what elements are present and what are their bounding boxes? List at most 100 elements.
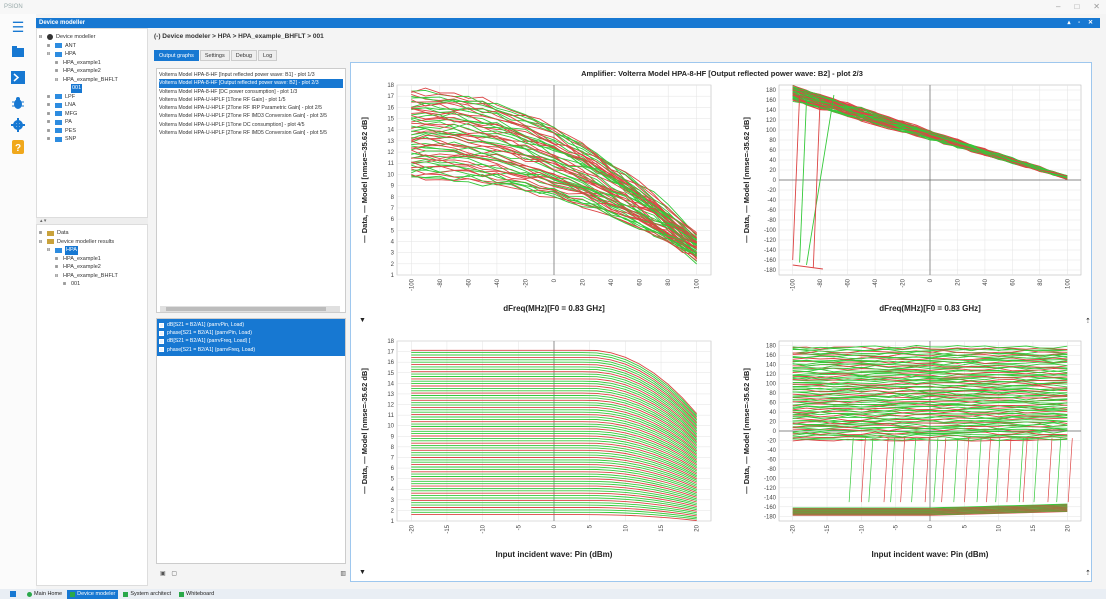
expander-icon[interactable]: ⊞ [47,136,51,142]
expander-icon[interactable]: ⊞ [47,110,51,117]
chart-0-xtick-label: 20 [581,278,587,285]
chart-0-xtick-label: 40 [609,278,615,285]
collapse-down-icon[interactable]: ▼ [359,317,366,324]
copy-icon[interactable]: ▢ [171,571,178,577]
tree-node[interactable]: ⊞ ANT [39,42,145,51]
chart-1-xtick-label: 0 [928,278,934,282]
close-icon[interactable]: ✕ [1093,2,1100,11]
panel-splitter[interactable]: ▴ ▾ [36,218,148,224]
plot-list-item[interactable]: Volterra Model HPA-8-HF [Output reflecte… [159,79,343,88]
tree-node[interactable]: ⊟ HPA_example_BHFLT [39,272,145,281]
chart-1-xtick-label: 100 [1065,278,1071,289]
tree-node[interactable]: ⊟ Device modeller [39,33,145,42]
plot-list-item[interactable]: Volterra Model HPA-U-HPLF [2Tone RF IMD5… [159,130,327,137]
expander-icon[interactable]: ⊞ [55,59,59,66]
collapse-down-icon-2[interactable]: ▼ [359,569,366,576]
tree-node[interactable]: 001 [39,84,145,93]
trace-checkbox-item[interactable]: phase[S21 = B2/A1] (parrvPin, Load) [159,329,343,337]
tree-node[interactable]: ⊞ SNP [39,135,145,144]
expander-icon[interactable]: ⊞ [55,264,59,270]
plot-list-item[interactable]: Volterra Model HPA-U-HPLF [2Tone RF IRP … [159,105,322,112]
chart-1-xtick-label: -60 [846,278,852,287]
help-icon[interactable]: ? [11,140,25,154]
expander-icon[interactable]: ⊟ [47,247,51,253]
tree-node[interactable]: ⊟ HPA_example_BHFLT [39,76,145,85]
tree-node-label: HPA_example1 [63,59,101,66]
gear-icon[interactable] [11,118,25,132]
plot-list-item[interactable]: Volterra Model HPA-8-HF [DC power consum… [159,88,298,95]
tree-node[interactable]: ⊟ HPA [39,246,145,255]
expander-icon[interactable]: ⊞ [63,281,67,287]
tree-node[interactable]: ⊞ LPF [39,93,145,102]
expander-icon[interactable]: ⊟ [55,272,59,279]
wrap-line [911,438,917,503]
data-trace [411,421,697,461]
expander-icon[interactable]: ⊞ [47,127,51,134]
breadcrumb[interactable]: (-) Device modeler > HPA > HPA_example_B… [154,33,324,40]
expander-icon[interactable]: ⊞ [47,42,51,49]
plot-list-item[interactable]: Volterra Model HPA-U-HPLF [1Tone RF Gain… [159,96,286,103]
taskbar-item[interactable]: Whiteboard [176,590,217,599]
taskbar-item[interactable]: Main Home [24,590,65,599]
tree-node[interactable]: ⊞ LNA [39,101,145,110]
taskbar-item[interactable]: Device modeler [67,589,119,599]
pin-icon-2[interactable]: ⇡ [1085,570,1091,577]
tree-node[interactable]: ⊟ HPA [39,50,145,59]
checkbox[interactable] [159,330,164,336]
menu-icon[interactable]: ☰ [11,18,25,35]
taskbar-item[interactable]: System architect [120,590,174,599]
module-icon [55,119,62,125]
trace-checkbox-item[interactable]: dB[S21 = B2/A1] (parrvPin, Load) [159,321,343,329]
tree-node[interactable]: ⊞ 001 [39,280,145,289]
tree-node[interactable]: ⊟ Device modeller results [39,238,145,247]
tab-log[interactable]: Log [257,50,278,61]
expander-icon[interactable]: ⊟ [39,34,43,40]
checkbox[interactable] [159,338,164,344]
maximize-icon[interactable]: □ [1074,2,1080,11]
plot-list-item[interactable]: Volterra Model HPA-8-HF [Input reflected… [159,72,315,78]
expander-icon[interactable]: ⊟ [47,51,51,57]
tree-node[interactable]: ⊞ HPA_example2 [39,263,145,272]
folder-icon[interactable] [11,44,25,58]
scrollbar-thumb[interactable] [166,307,326,311]
trace-checkbox-item[interactable]: phase[S21 = B2/A1] (parrvFreq, Load) [159,346,343,354]
expander-icon[interactable]: ⊟ [55,76,59,83]
window-bar-controls[interactable]: ▴ ▫ ✕ [1067,20,1096,26]
tree-node[interactable]: ⊞ PES [39,127,145,136]
data-trace [792,511,1068,516]
expander-icon[interactable]: ⊞ [39,230,43,236]
tree-node[interactable]: ⊞ HPA_example1 [39,59,145,68]
expander-icon[interactable]: ⊞ [47,119,51,125]
tree-node[interactable]: ⊞ HPA_example2 [39,67,145,76]
tree-node[interactable]: ⊞ Data [39,229,145,238]
plot-list-scrollbar[interactable] [160,306,340,312]
checkbox[interactable] [159,322,164,328]
plot-list-item[interactable]: Volterra Model HPA-U-HPLF [1Tone DC cons… [159,121,305,128]
expander-icon[interactable]: ⊞ [55,68,59,74]
tab-settings[interactable]: Settings [199,50,230,61]
app-icon [179,591,184,597]
tab-debug[interactable]: Debug [230,50,257,61]
trace-checkbox-item[interactable]: dB[S21 = B2/A1] (parrvFreq, Load) [ [159,337,343,345]
start-icon[interactable] [10,591,16,597]
chart-0-ylabel: — Data, — Model [nmse=-35.62 dB] [360,117,369,243]
tree-node[interactable]: ⊞ MFG [39,110,145,119]
delete-icon[interactable]: ▥ [340,571,346,577]
expander-icon[interactable]: ⊞ [55,255,59,262]
data-trace [792,417,1068,421]
tree-node[interactable]: ⊞ PA [39,118,145,127]
expander-icon[interactable]: ⊞ [47,102,51,108]
checkbox[interactable] [159,347,164,353]
bug-icon[interactable] [11,96,25,110]
data-trace [411,371,698,429]
minimize-icon[interactable]: – [1056,2,1061,11]
tab-output-graphs[interactable]: Output graphs [154,50,199,61]
app-icon [70,591,76,597]
tree-node[interactable]: ⊞ HPA_example1 [39,255,145,264]
save-icon[interactable]: ▣ [160,571,166,577]
expander-icon[interactable]: ⊟ [39,238,43,245]
plot-list-item[interactable]: Volterra Model HPA-U-HPLF [2Tone RF IMD3… [159,113,327,120]
terminal-icon[interactable] [11,70,25,84]
expander-icon[interactable]: ⊞ [47,93,51,100]
pin-icon[interactable]: ⇡ [1085,318,1091,325]
